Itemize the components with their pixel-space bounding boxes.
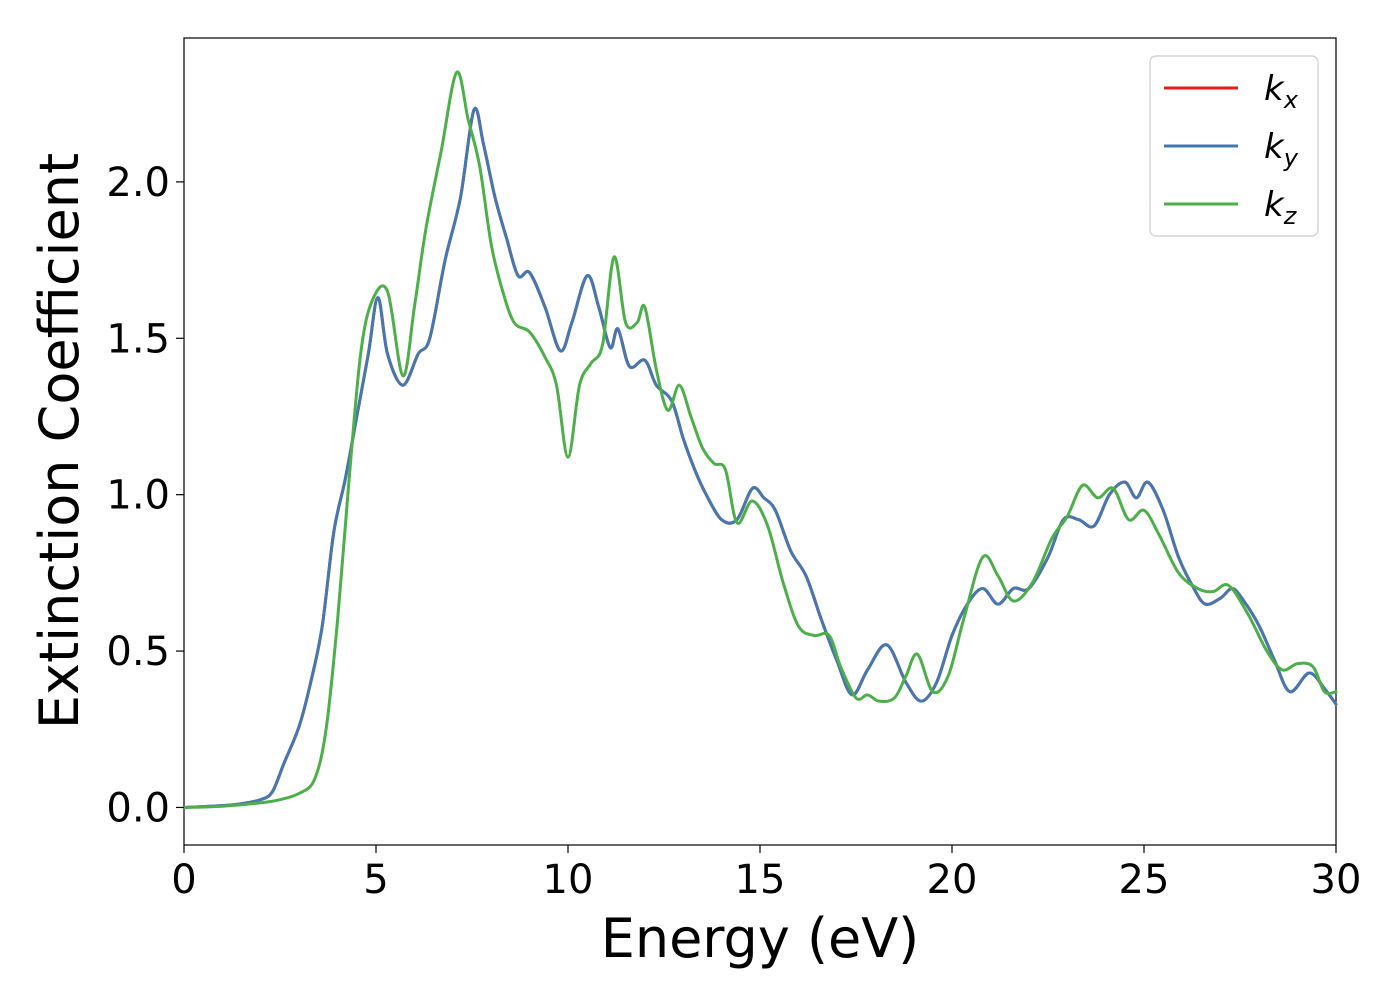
x-tick-label: 15 (735, 857, 786, 903)
x-axis-label: Energy (eV) (601, 907, 920, 970)
y-tick-label: 0.5 (106, 629, 170, 675)
x-tick-label: 0 (171, 857, 196, 903)
y-tick-label: 1.0 (106, 473, 170, 519)
y-tick-label: 1.5 (106, 316, 170, 362)
x-tick-label: 5 (363, 857, 388, 903)
plot-area (183, 37, 1337, 846)
y-tick-label: 0.0 (106, 785, 170, 831)
x-tick-label: 25 (1119, 857, 1170, 903)
x-tick-label: 10 (543, 857, 594, 903)
series-layer (182, 70, 1338, 809)
series-line-kz (182, 70, 1338, 809)
x-tick-label: 20 (927, 857, 978, 903)
y-axis: 0.0 0.5 1.0 1.5 2.0 (106, 160, 184, 831)
x-axis: 0 5 10 15 20 25 30 (171, 845, 1361, 903)
y-axis-label: Extinction Coefficient (28, 153, 91, 729)
x-tick-label: 30 (1311, 857, 1362, 903)
y-tick-label: 2.0 (106, 160, 170, 206)
series-line-ky (182, 106, 1338, 809)
